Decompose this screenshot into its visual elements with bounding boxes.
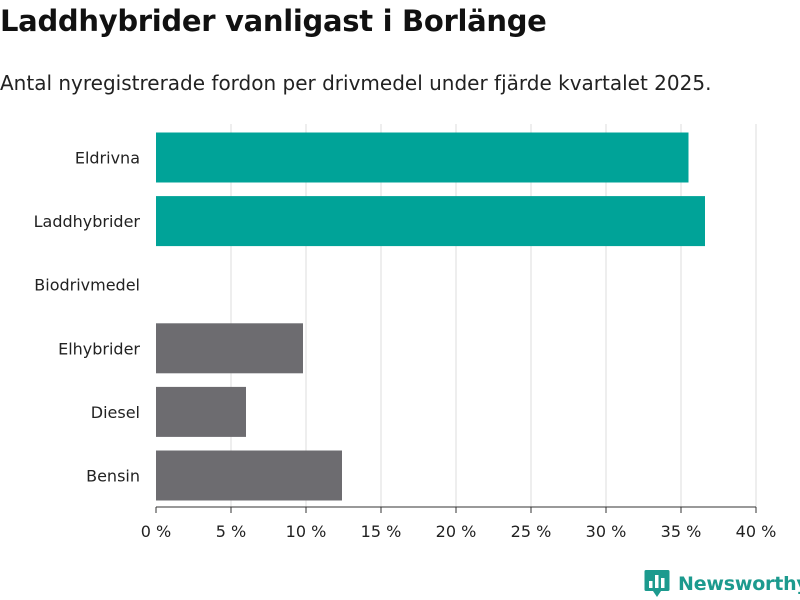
chart-subtitle: Antal nyregistrerade fordon per drivmede… xyxy=(0,71,712,95)
category-label: Laddhybrider xyxy=(34,212,141,231)
x-tick-label: 30 % xyxy=(586,522,627,541)
newsworthy-logo: Newsworthy xyxy=(644,569,800,599)
x-tick-label: 25 % xyxy=(511,522,552,541)
bar-laddhybrider xyxy=(156,196,705,247)
bar-chart-logo-icon xyxy=(644,570,670,597)
bar-elhybrider xyxy=(156,323,303,374)
category-label: Diesel xyxy=(91,403,140,422)
bar-eldrivna xyxy=(156,132,689,183)
category-label: Elhybrider xyxy=(58,339,140,358)
category-label: Biodrivmedel xyxy=(34,276,140,295)
x-tick-label: 0 % xyxy=(141,522,171,541)
bar-chart: Eldrivna Laddhybrider Biodrivmedel Elhybrid… xyxy=(34,124,777,541)
category-labels: Eldrivna Laddhybrider Biodrivmedel Elhybrid… xyxy=(34,149,141,486)
x-tick-label: 35 % xyxy=(661,522,702,541)
bar-bensin xyxy=(156,450,342,501)
grid-lines xyxy=(230,124,757,507)
x-axis-ticks: 0 % 5 % 10 % 15 % 20 % 25 % 30 % 35 % 40 % xyxy=(141,506,777,541)
x-tick-label: 20 % xyxy=(436,522,477,541)
x-tick-label: 40 % xyxy=(736,522,777,541)
chart-title: Laddhybrider vanligast i Borlänge xyxy=(0,4,547,38)
category-label: Eldrivna xyxy=(75,149,140,168)
brand-name: Newsworthy xyxy=(678,573,800,595)
category-label: Bensin xyxy=(86,467,140,486)
x-tick-label: 5 % xyxy=(216,522,246,541)
x-tick-label: 15 % xyxy=(361,522,402,541)
x-tick-label: 10 % xyxy=(286,522,327,541)
bar-diesel xyxy=(156,386,246,437)
bars xyxy=(156,132,705,501)
